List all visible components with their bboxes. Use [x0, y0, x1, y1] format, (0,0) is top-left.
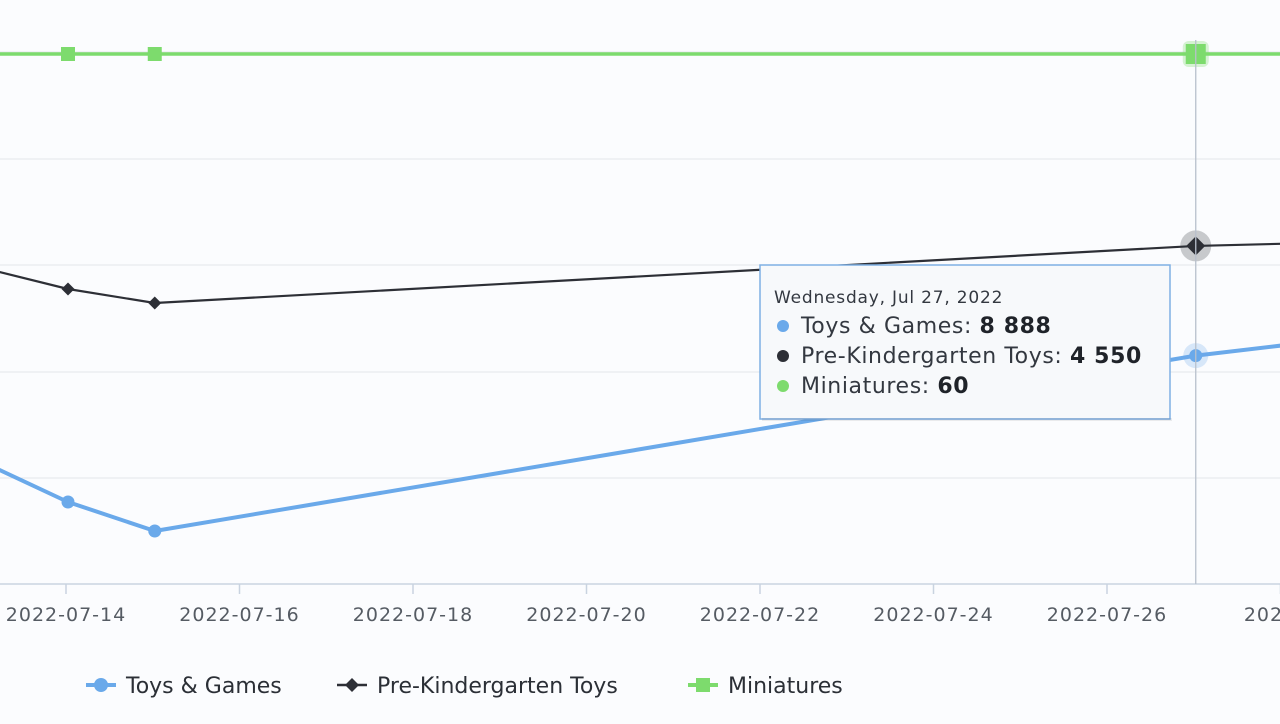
x-tick-label: 2022-07-26: [1047, 604, 1167, 626]
tooltip-row: Toys & Games: 8 888: [800, 314, 1051, 339]
legend-item-toys-games[interactable]: Toys & Games: [86, 674, 282, 699]
x-tick-label: 2022-07-22: [700, 604, 820, 626]
tooltip: Wednesday, Jul 27, 2022 Toys & Games: 8 8…: [759, 264, 1172, 421]
point-marker[interactable]: [148, 524, 162, 538]
tooltip-series-name: Toys & Games:: [800, 314, 980, 339]
legend-label: Miniatures: [728, 674, 843, 699]
x-tick-label: 2022-07-20: [526, 604, 646, 626]
tooltip-box: [759, 264, 1171, 420]
point-marker[interactable]: [61, 495, 75, 509]
legend-symbol: [696, 678, 710, 692]
x-tick-label: 2022-07-14: [6, 604, 126, 626]
tooltip-series-name: Pre-Kindergarten Toys:: [801, 344, 1070, 369]
tooltip-dot: [777, 380, 789, 392]
point-marker[interactable]: [147, 47, 162, 61]
legend-label: Toys & Games: [125, 674, 282, 699]
series-miniatures: [0, 41, 1280, 67]
x-tick-label: 2022-07-24: [873, 604, 993, 626]
tooltip-series-name: Miniatures:: [801, 374, 937, 399]
tooltip-dot: [777, 350, 789, 362]
x-tick-label: 2022-0: [1244, 604, 1280, 626]
legend-item-miniatures[interactable]: Miniatures: [688, 674, 843, 699]
legend-label: Pre-Kindergarten Toys: [377, 674, 618, 699]
tooltip-value: 4 550: [1070, 344, 1142, 369]
tooltip-shadow: [762, 418, 1172, 421]
point-marker[interactable]: [61, 47, 75, 61]
legend-symbol: [94, 678, 108, 692]
tooltip-value: 60: [937, 374, 969, 399]
tooltip-row: Miniatures: 60: [801, 374, 969, 399]
tooltip-dot: [777, 320, 789, 332]
tooltip-row: Pre-Kindergarten Toys: 4 550: [801, 344, 1142, 369]
x-tick-label: 2022-07-18: [353, 604, 473, 626]
legend-symbol: [345, 678, 359, 692]
point-marker[interactable]: [148, 296, 162, 310]
tooltip-value: 8 888: [980, 314, 1052, 339]
legend: Toys & Games Pre-Kindergarten Toys Miniatu…: [86, 674, 843, 699]
tooltip-header: Wednesday, Jul 27, 2022: [774, 288, 1003, 308]
legend-item-pre-kindergarten-toys[interactable]: Pre-Kindergarten Toys: [337, 674, 618, 699]
x-tick-label: 2022-07-16: [179, 604, 299, 626]
x-axis: 2022-07-14 2022-07-16 2022-07-18 2022-07-20…: [0, 583, 1280, 626]
point-marker[interactable]: [61, 282, 75, 296]
